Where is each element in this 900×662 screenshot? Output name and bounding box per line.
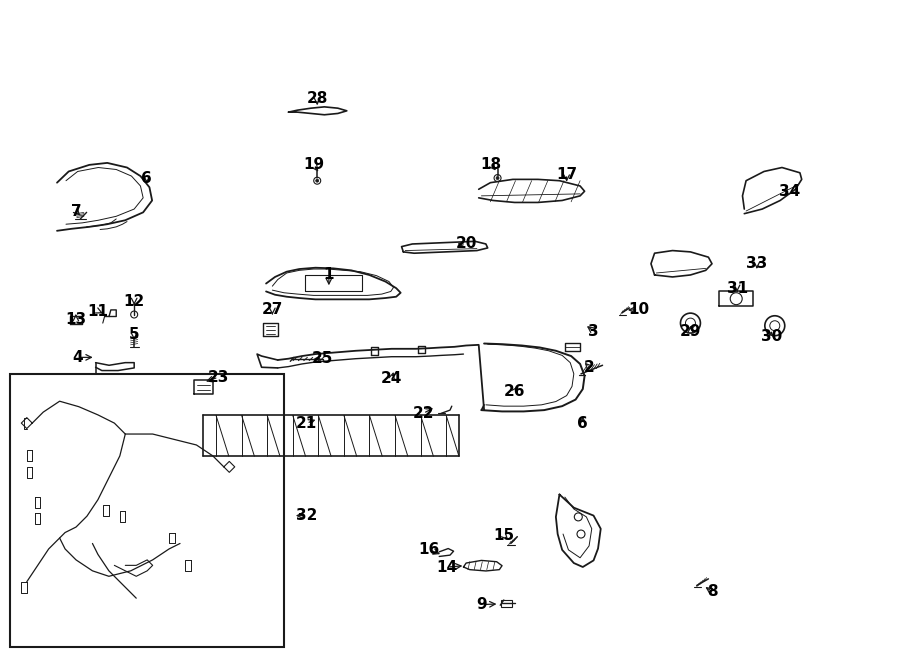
Text: 17: 17 — [556, 167, 577, 181]
Text: 22: 22 — [412, 406, 434, 421]
Text: 1: 1 — [324, 267, 334, 283]
Bar — [501, 600, 512, 606]
Text: 3: 3 — [589, 324, 598, 338]
Text: 4: 4 — [72, 350, 83, 365]
Text: 31: 31 — [726, 281, 748, 296]
Text: 29: 29 — [680, 324, 701, 338]
Text: 24: 24 — [381, 371, 402, 386]
Text: 32: 32 — [296, 508, 317, 523]
Bar — [11, 374, 284, 647]
Text: 9: 9 — [476, 597, 487, 612]
Text: 2: 2 — [584, 359, 594, 375]
Circle shape — [316, 179, 319, 182]
Text: 8: 8 — [706, 584, 717, 599]
Text: 34: 34 — [778, 184, 800, 199]
Text: 16: 16 — [418, 542, 440, 557]
Text: 14: 14 — [436, 559, 458, 575]
Text: 10: 10 — [628, 303, 649, 317]
Text: 21: 21 — [296, 416, 317, 431]
Text: 26: 26 — [504, 384, 526, 399]
Text: 25: 25 — [312, 351, 333, 366]
Text: 6: 6 — [578, 416, 589, 431]
Text: 12: 12 — [123, 294, 145, 309]
Text: 13: 13 — [66, 312, 86, 326]
Text: 30: 30 — [760, 329, 782, 344]
Text: 6: 6 — [141, 171, 152, 185]
Circle shape — [496, 177, 499, 179]
Text: 33: 33 — [746, 256, 768, 271]
Text: 23: 23 — [208, 369, 230, 385]
Text: 28: 28 — [307, 91, 328, 107]
Text: 27: 27 — [262, 303, 283, 317]
Text: 7: 7 — [70, 203, 81, 218]
Text: 20: 20 — [455, 236, 477, 252]
Text: 15: 15 — [493, 528, 515, 543]
Text: 5: 5 — [129, 327, 140, 342]
Text: 18: 18 — [481, 158, 502, 172]
Text: 11: 11 — [88, 304, 109, 318]
Text: 19: 19 — [303, 158, 324, 172]
